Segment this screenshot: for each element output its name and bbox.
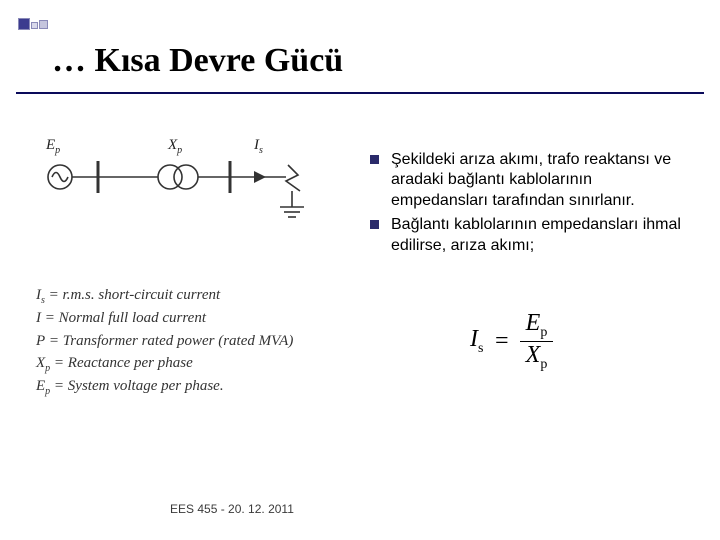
bullet-marker-icon bbox=[370, 155, 379, 164]
formula-lhs: Is bbox=[470, 326, 483, 357]
symbol-definitions: Is = r.m.s. short-circuit current I = No… bbox=[36, 285, 293, 399]
decor-square bbox=[18, 18, 30, 30]
corner-decoration bbox=[18, 18, 48, 30]
label-ep: Ep bbox=[46, 137, 60, 156]
bullet-marker-icon bbox=[370, 220, 379, 229]
decor-square bbox=[39, 20, 48, 29]
bullet-list: Şekildeki arıza akımı, trafo reaktansı v… bbox=[370, 150, 690, 260]
label-xp: Xp bbox=[168, 137, 182, 156]
def-row: Is = r.m.s. short-circuit current bbox=[36, 285, 293, 308]
bullet-text: Bağlantı kablolarının empedansları ihmal… bbox=[391, 215, 690, 256]
formula-fraction: Ep Xp bbox=[520, 310, 554, 373]
bullet-item: Şekildeki arıza akımı, trafo reaktansı v… bbox=[370, 150, 690, 211]
def-row: Ep = System voltage per phase. bbox=[36, 376, 293, 399]
label-is: Is bbox=[254, 137, 263, 156]
slide-footer: EES 455 - 20. 12. 2011 bbox=[170, 502, 294, 516]
formula-denominator: Xp bbox=[520, 342, 554, 373]
circuit-svg bbox=[40, 155, 340, 230]
title-underline bbox=[16, 92, 704, 94]
slide-title: … Kısa Devre Gücü bbox=[52, 42, 343, 80]
bullet-item: Bağlantı kablolarının empedansları ihmal… bbox=[370, 215, 690, 256]
circuit-diagram: Ep Xp Is bbox=[40, 155, 340, 235]
formula-is: Is = Ep Xp bbox=[470, 310, 553, 373]
bullet-text: Şekildeki arıza akımı, trafo reaktansı v… bbox=[391, 150, 690, 211]
equals-sign: = bbox=[493, 328, 509, 355]
def-row: I = Normal full load current bbox=[36, 308, 293, 331]
decor-square bbox=[31, 22, 38, 29]
formula-numerator: Ep bbox=[520, 310, 554, 341]
def-row: Xp = Reactance per phase bbox=[36, 353, 293, 376]
def-row: P = Transformer rated power (rated MVA) bbox=[36, 331, 293, 354]
